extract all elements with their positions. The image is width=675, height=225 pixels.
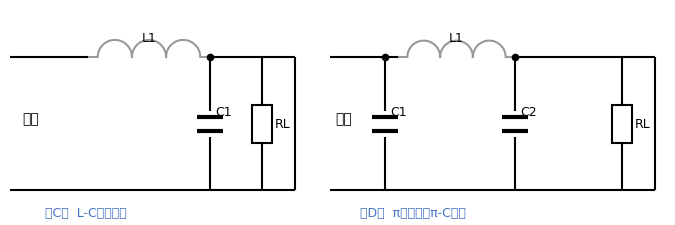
Text: C2: C2 — [520, 106, 537, 119]
Text: RL: RL — [635, 117, 651, 130]
Text: RL: RL — [275, 117, 291, 130]
Text: 输入: 输入 — [335, 112, 352, 126]
Text: （C）  L-C电感滤波: （C） L-C电感滤波 — [45, 207, 127, 220]
Bar — [612, 105, 632, 143]
Text: C1: C1 — [390, 106, 406, 119]
Text: （D）  π型滤波或π-C滤波: （D） π型滤波或π-C滤波 — [360, 207, 466, 220]
Text: L1: L1 — [449, 32, 464, 45]
Bar — [252, 105, 272, 143]
Text: C1: C1 — [215, 106, 232, 119]
Text: 输入: 输入 — [22, 112, 38, 126]
Text: L1: L1 — [142, 32, 157, 45]
